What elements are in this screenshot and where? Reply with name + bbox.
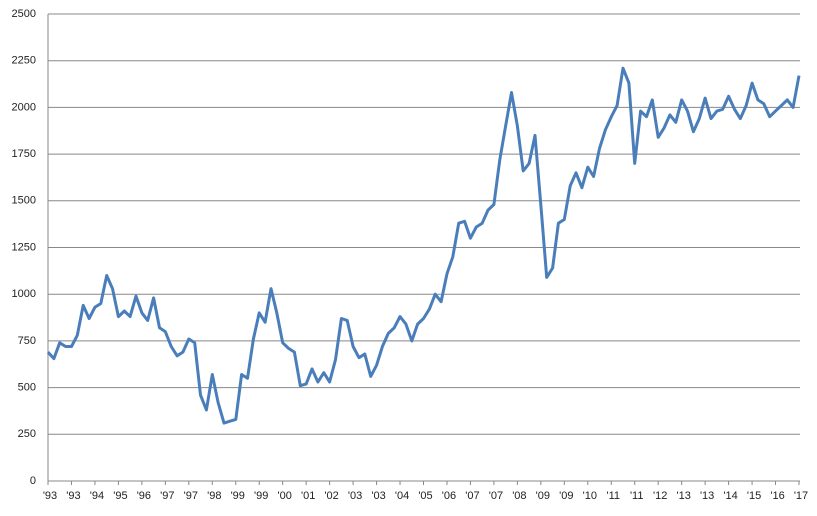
x-tick-label: '98 — [207, 490, 221, 502]
x-tick-label: '10 — [583, 490, 597, 502]
x-tick-label: '00 — [278, 490, 292, 502]
x-tick-label: '03 — [348, 490, 362, 502]
y-tick-label: 500 — [18, 382, 36, 394]
x-tick-label: '09 — [536, 490, 550, 502]
data-line — [46, 66, 801, 425]
y-tick-label: 1500 — [12, 195, 36, 207]
x-tick-label: '03 — [371, 490, 385, 502]
x-tick-label: '16 — [770, 490, 784, 502]
x-tick-label: '14 — [723, 490, 737, 502]
x-tick-label: '17 — [794, 490, 808, 502]
x-tick-label: '11 — [606, 490, 620, 502]
x-tick-label: '08 — [512, 490, 526, 502]
x-tick-label: '07 — [465, 490, 479, 502]
x-tick-label: '13 — [676, 490, 690, 502]
x-tick-label: '97 — [160, 490, 174, 502]
x-tick-label: '99 — [254, 490, 268, 502]
x-tick-label: '13 — [700, 490, 714, 502]
x-tick-label: '95 — [113, 490, 127, 502]
x-tick-label: '04 — [395, 490, 409, 502]
x-tick-label: '11 — [630, 490, 644, 502]
x-tick-label: '06 — [442, 490, 456, 502]
y-tick-label: 750 — [18, 335, 36, 347]
y-tick-label: 2500 — [12, 8, 36, 20]
y-tick-label: 1750 — [12, 148, 36, 160]
y-tick-label: 250 — [18, 428, 36, 440]
y-tick-label: 2000 — [12, 101, 36, 113]
y-tick-label: 2250 — [12, 55, 36, 67]
x-tick-label: '05 — [418, 490, 432, 502]
x-tick-label: '97 — [184, 490, 198, 502]
x-tick-label: '93 — [43, 490, 57, 502]
x-tick-label: '01 — [301, 490, 315, 502]
x-tick-label: '12 — [653, 490, 667, 502]
x-tick-label: '07 — [489, 490, 503, 502]
x-tick-label: '99 — [231, 490, 245, 502]
x-tick-label: '93 — [66, 490, 80, 502]
x-tick-label: '15 — [747, 490, 761, 502]
x-tick-label: '94 — [90, 490, 104, 502]
x-tick-label: '96 — [137, 490, 151, 502]
y-tick-label: 1000 — [12, 288, 36, 300]
x-tick-label: '09 — [559, 490, 573, 502]
y-tick-label: 1250 — [12, 241, 36, 253]
y-tick-label: 0 — [30, 475, 36, 487]
x-tick-label: '02 — [324, 490, 338, 502]
